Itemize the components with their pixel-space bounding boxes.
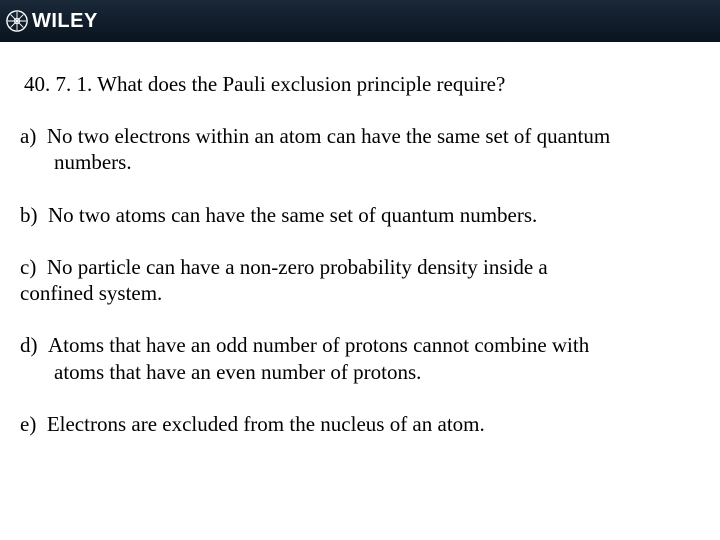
option-d: d) Atoms that have an odd number of prot… xyxy=(20,332,700,385)
option-e: e) Electrons are excluded from the nucle… xyxy=(20,411,700,437)
option-c-line2: confined system. xyxy=(20,280,700,306)
slide-content: 40. 7. 1. What does the Pauli exclusion … xyxy=(0,42,720,437)
question-text: 40. 7. 1. What does the Pauli exclusion … xyxy=(20,72,700,97)
option-a-label: a) xyxy=(20,124,36,148)
option-a: a) No two electrons within an atom can h… xyxy=(20,123,700,176)
header-bar: WILEY xyxy=(0,0,720,42)
option-b-text: No two atoms can have the same set of qu… xyxy=(48,203,537,227)
option-e-label: e) xyxy=(20,412,36,436)
option-b: b) No two atoms can have the same set of… xyxy=(20,202,700,228)
brand-name: WILEY xyxy=(32,10,98,33)
wiley-icon xyxy=(6,10,28,32)
option-d-label: d) xyxy=(20,333,38,357)
option-c-line1: No particle can have a non-zero probabil… xyxy=(47,255,548,279)
option-e-text: Electrons are excluded from the nucleus … xyxy=(47,412,485,436)
option-a-line2: numbers. xyxy=(20,149,700,175)
option-d-line1: Atoms that have an odd number of protons… xyxy=(48,333,589,357)
option-b-label: b) xyxy=(20,203,38,227)
brand-logo: WILEY xyxy=(6,10,98,33)
question-body: What does the Pauli exclusion principle … xyxy=(97,72,505,96)
option-c: c) No particle can have a non-zero proba… xyxy=(20,254,700,307)
option-a-line1: No two electrons within an atom can have… xyxy=(47,124,610,148)
question-number: 40. 7. 1. xyxy=(24,72,92,96)
option-c-label: c) xyxy=(20,255,36,279)
option-d-line2: atoms that have an even number of proton… xyxy=(20,359,700,385)
